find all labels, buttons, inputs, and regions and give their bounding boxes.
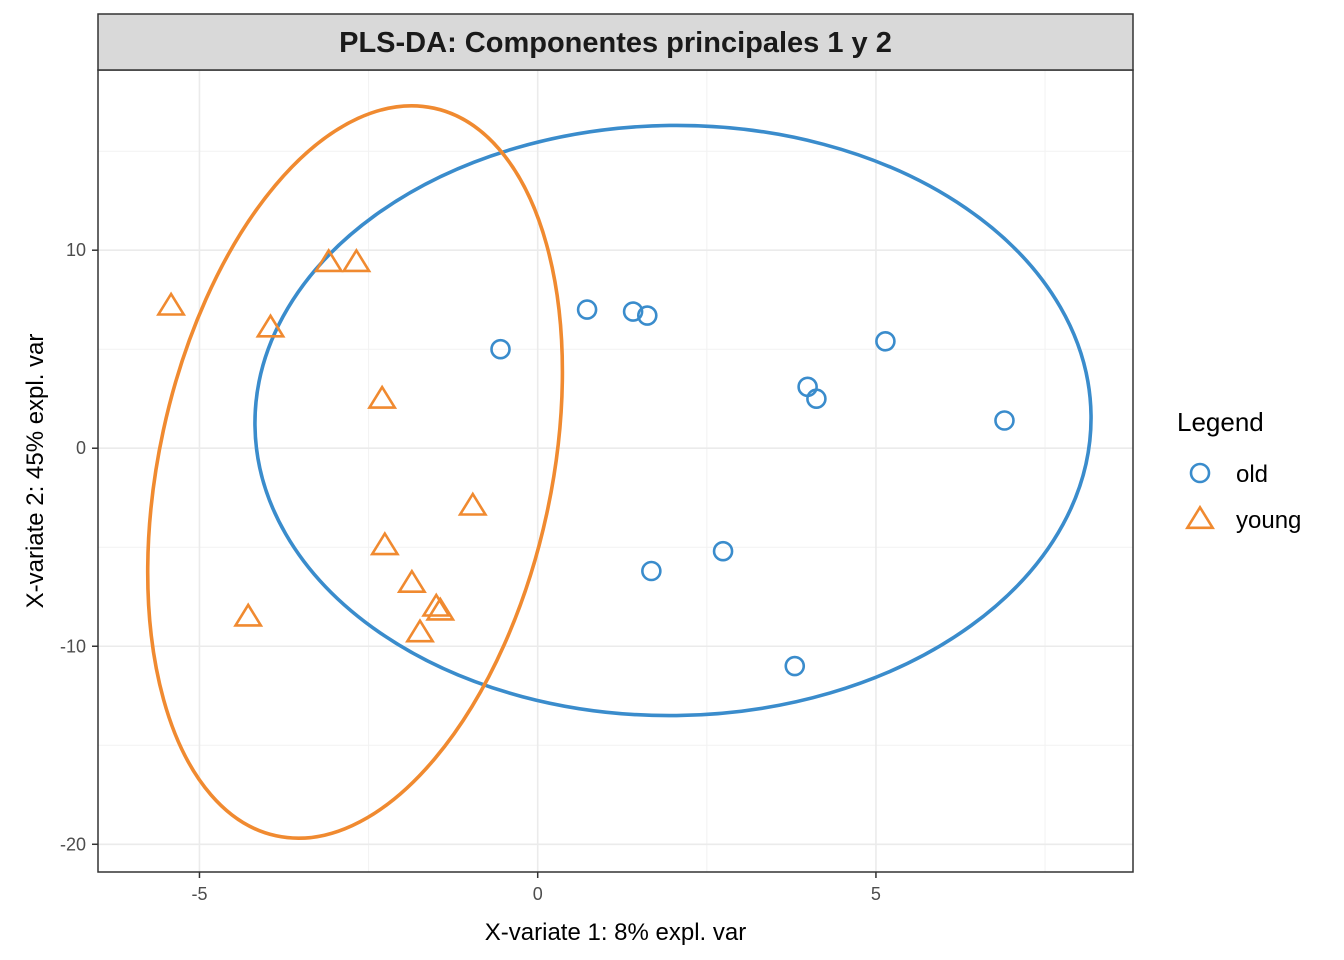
points-layer (156, 247, 1015, 677)
point-young (396, 568, 427, 594)
point-old (641, 560, 662, 582)
confidence-ellipse-old (253, 123, 1093, 718)
x-tick-label: -5 (191, 884, 207, 904)
point-old (636, 305, 658, 326)
legend-key-old (1189, 462, 1211, 484)
panel-border (97, 69, 1134, 873)
ellipse-layer (145, 104, 1093, 840)
y-tick-label: -20 (60, 834, 86, 854)
legend-label-old: old (1236, 461, 1268, 488)
y-tick-label: 0 (76, 438, 86, 458)
point-old (806, 388, 827, 410)
point-old (576, 299, 598, 320)
point-young (255, 313, 286, 338)
grid-layer (98, 70, 1133, 872)
point-young (421, 592, 452, 617)
point-old (712, 540, 734, 562)
y-axis-title: X-variate 2: 45% expl. var (22, 334, 49, 609)
point-old (784, 655, 806, 677)
chart-title: PLS-DA: Componentes principales 1 y 2 (339, 27, 892, 59)
point-young (405, 618, 435, 643)
point-old (875, 330, 896, 352)
y-tick-label: -10 (60, 636, 86, 656)
point-old (490, 338, 511, 360)
point-old (994, 410, 1015, 431)
y-tick-label: 10 (66, 240, 86, 260)
point-young (341, 247, 372, 273)
point-young (233, 602, 264, 627)
legend-title: Legend (1177, 407, 1264, 437)
point-old (797, 376, 818, 398)
y-axis: 10 0 -10 -20 (60, 240, 98, 854)
point-old (622, 301, 644, 322)
legend-label-young: young (1236, 507, 1301, 534)
title-strip-background (97, 13, 1134, 71)
point-young (156, 291, 187, 316)
x-tick-label: 5 (871, 884, 881, 904)
confidence-ellipse-young (145, 104, 565, 840)
legend: Legend old young (1177, 407, 1301, 534)
legend-key-young (1185, 504, 1215, 530)
x-axis: -5 0 5 (191, 872, 881, 904)
point-young (425, 596, 456, 621)
point-young (369, 531, 400, 556)
point-young (367, 384, 398, 409)
point-young (313, 247, 344, 273)
x-axis-title: X-variate 1: 8% expl. var (485, 919, 746, 946)
title-strip: PLS-DA: Componentes principales 1 y 2 (97, 13, 1134, 71)
point-young (457, 491, 488, 516)
x-tick-label: 0 (533, 884, 543, 904)
